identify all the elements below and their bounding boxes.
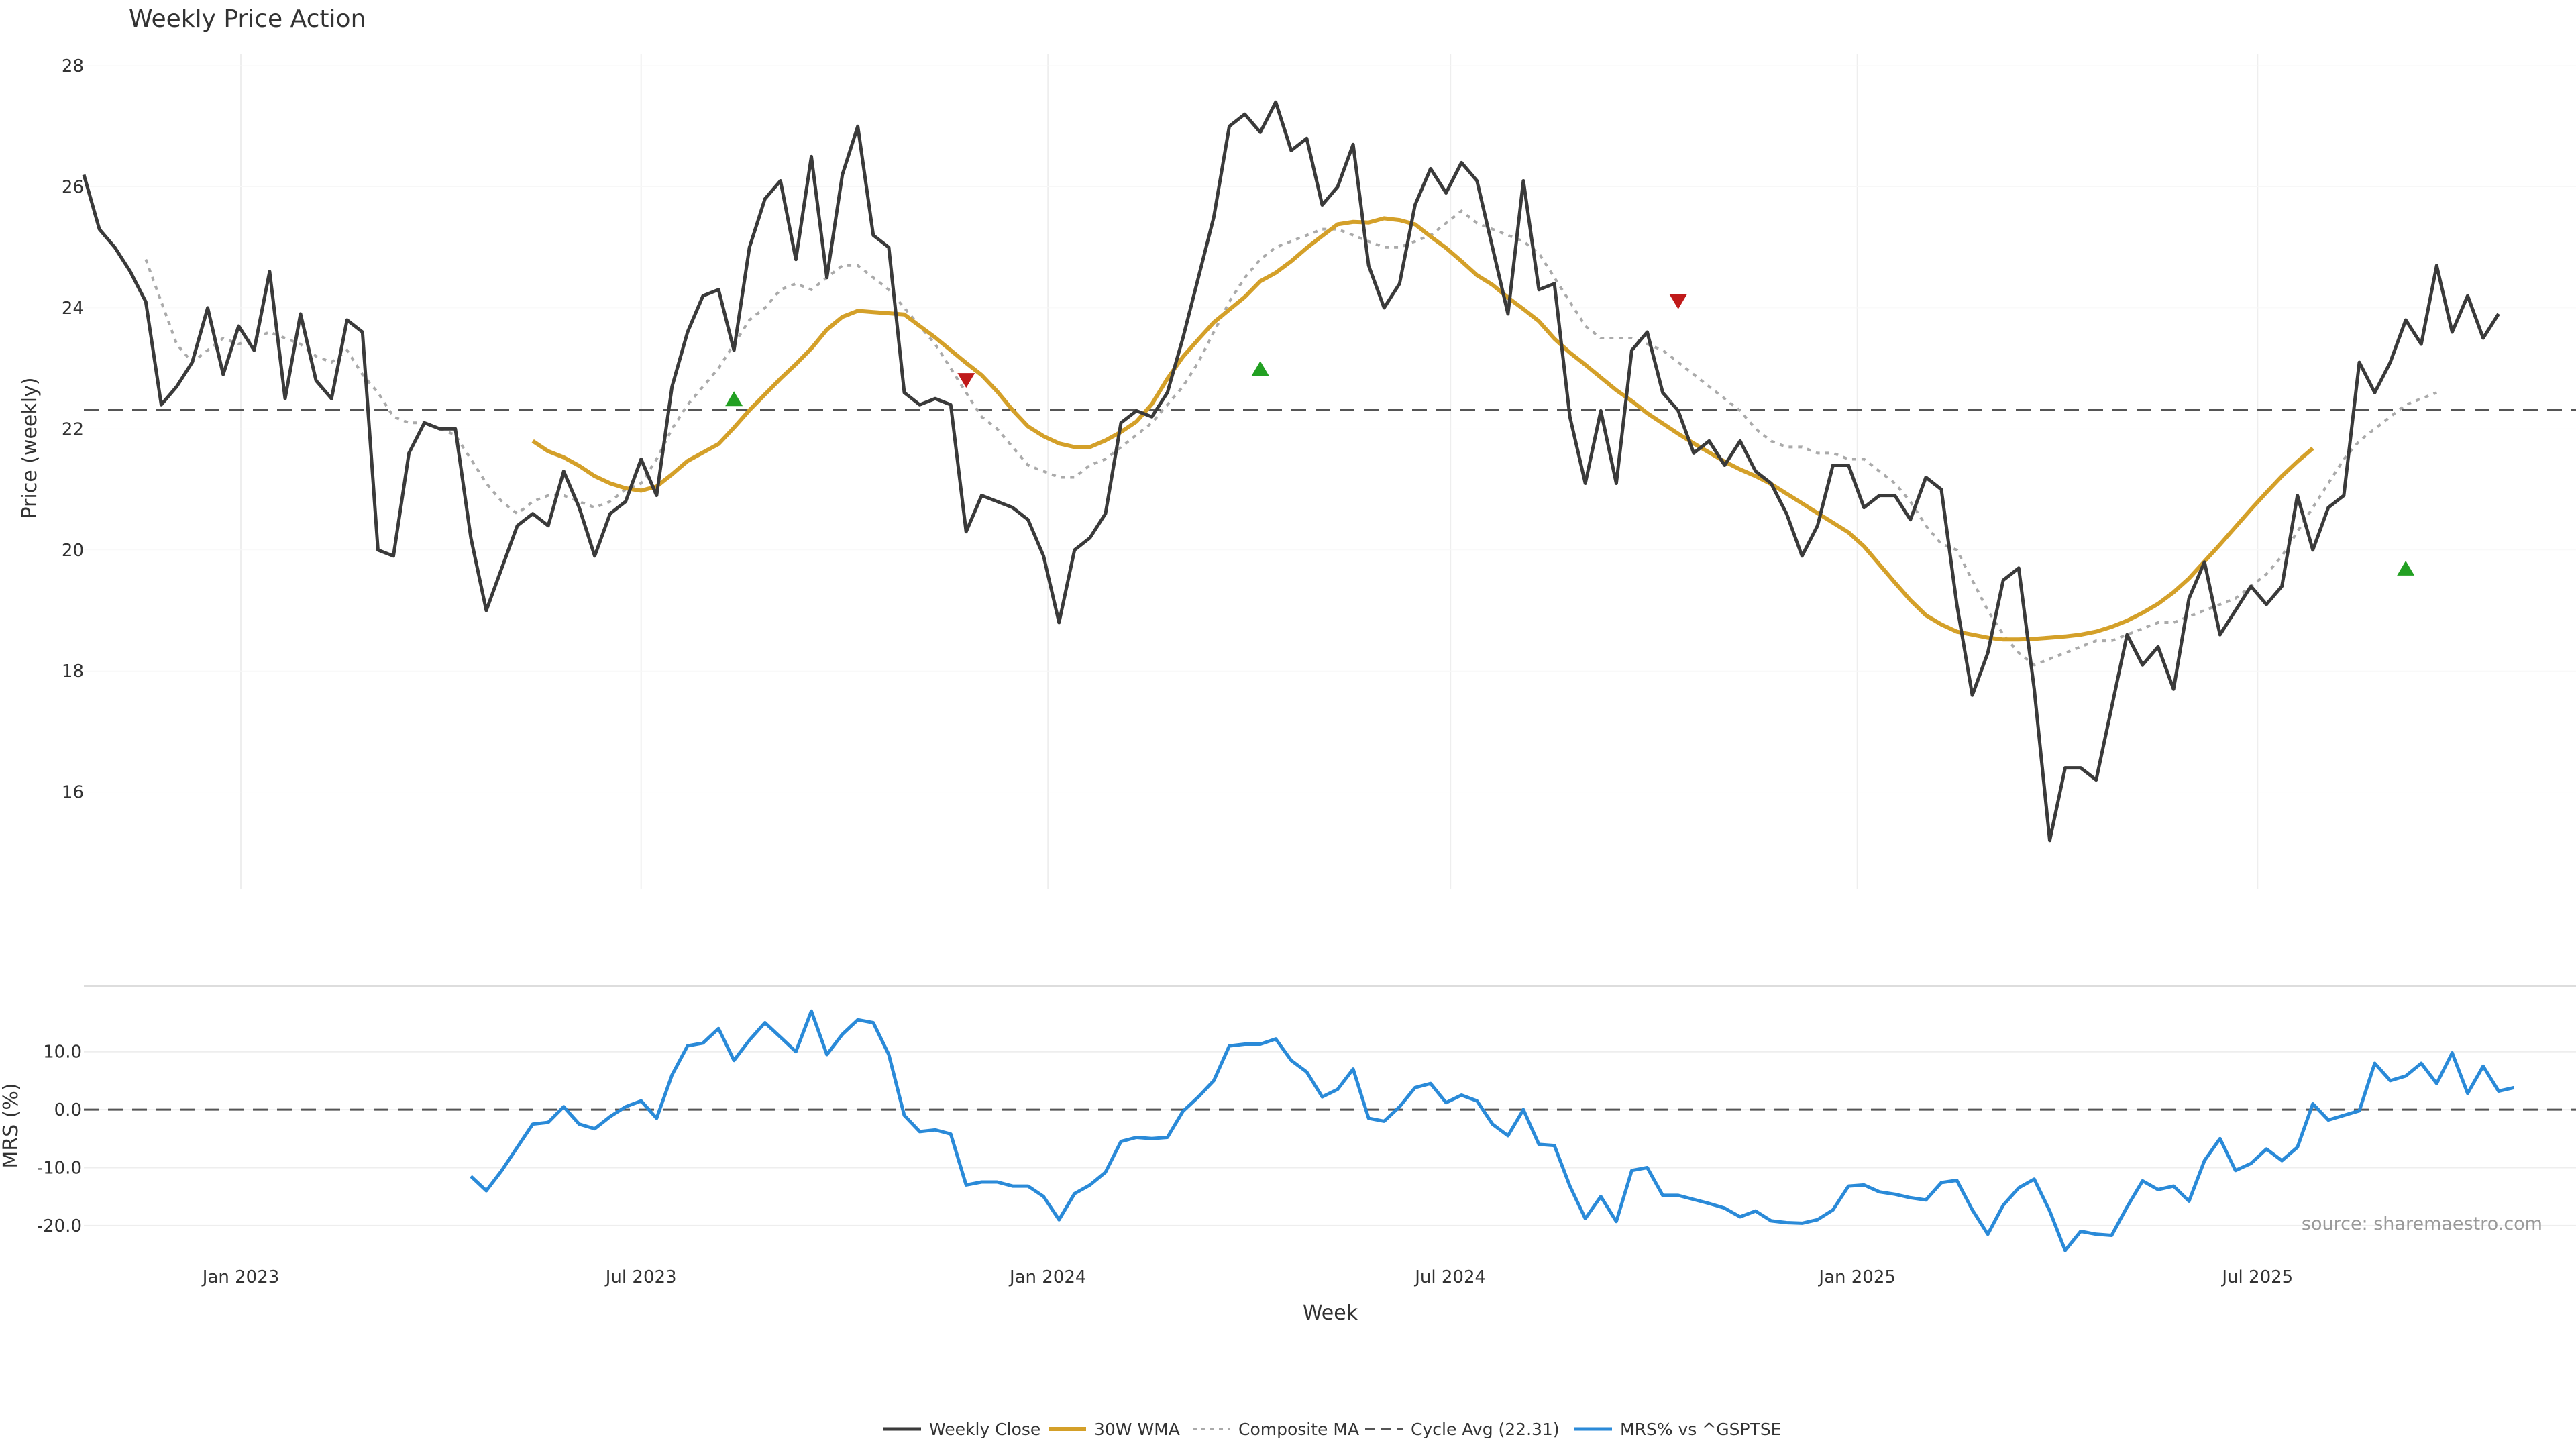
mrs-panel-grid	[84, 1051, 2576, 1226]
price-y-tick-label: 26	[62, 177, 84, 197]
price-y-tick-label: 20	[62, 541, 84, 561]
mrs-y-axis-label: MRS (%)	[0, 1083, 23, 1168]
mrs-line	[470, 1009, 2515, 1252]
price-y-tick-label: 28	[62, 56, 84, 76]
chart-title: Weekly Price Action	[129, 5, 366, 33]
x-tick-label: Jul 2023	[604, 1267, 677, 1287]
wma-30w-line	[531, 216, 2314, 642]
x-tick-label: Jan 2023	[201, 1267, 280, 1287]
price-y-tick-label: 24	[62, 299, 84, 319]
buy-signal-marker	[2397, 560, 2415, 576]
mrs-y-tick-label: 0.0	[54, 1100, 82, 1120]
legend-label: MRS% vs ^GSPTSE	[1620, 1419, 1781, 1439]
signal-markers	[725, 294, 2415, 576]
mrs-y-axis-ticks: -20.0 -10.0 0.0 10.0	[37, 1042, 82, 1236]
mrs-y-tick-label: -20.0	[37, 1216, 82, 1236]
legend-label: Weekly Close	[929, 1419, 1040, 1439]
legend: Weekly Close 30W WMA Composite MA Cycle Avg…	[883, 1419, 1781, 1439]
x-tick-label: Jan 2024	[1008, 1267, 1087, 1287]
legend-label: 30W WMA	[1094, 1419, 1180, 1439]
weekly-close-line	[82, 100, 2500, 843]
price-y-axis-label: Price (weekly)	[18, 377, 42, 519]
x-tick-label: Jan 2025	[1817, 1267, 1896, 1287]
x-tick-label: Jul 2025	[2220, 1267, 2293, 1287]
sell-signal-marker	[1669, 294, 1687, 309]
price-y-tick-label: 16	[62, 783, 84, 803]
legend-label: Cycle Avg (22.31)	[1411, 1419, 1560, 1439]
sell-signal-marker	[957, 373, 975, 388]
x-axis-label: Week	[1303, 1301, 1358, 1325]
legend-label: Composite MA	[1238, 1419, 1359, 1439]
x-tick-label: Jul 2024	[1413, 1267, 1486, 1287]
composite-ma-line	[144, 209, 2438, 667]
price-y-tick-label: 22	[62, 419, 84, 439]
source-note: source: sharemaestro.com	[2302, 1214, 2542, 1234]
mrs-y-tick-label: -10.0	[37, 1158, 82, 1178]
mrs-y-tick-label: 10.0	[43, 1042, 82, 1063]
price-y-tick-label: 18	[62, 661, 84, 682]
buy-signal-marker	[725, 391, 743, 407]
price-panel-grid	[84, 54, 2576, 889]
price-y-axis-ticks: 16 18 20 22 24 26 28	[62, 56, 84, 803]
buy-signal-marker	[1251, 361, 1269, 376]
x-axis-ticks: Jan 2023 Jul 2023 Jan 2024 Jul 2024 Jan 2025…	[201, 1267, 2293, 1287]
